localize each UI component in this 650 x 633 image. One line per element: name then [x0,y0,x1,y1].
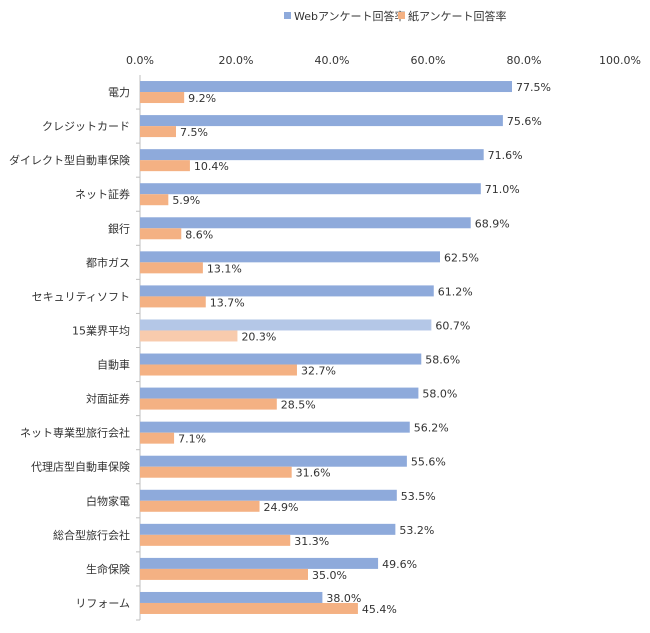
data-label-paper: 5.9% [172,194,200,207]
data-label-web: 71.0% [485,183,520,196]
legend-label-paper: 紙アンケート回答率 [408,9,507,23]
x-tick-label: 80.0% [507,54,542,67]
category-label: ネット証券 [75,187,130,201]
bar-web [140,183,481,195]
data-label-web: 58.0% [422,388,457,401]
data-label-web: 53.2% [399,524,434,537]
bar-web [140,591,323,603]
data-label-paper: 13.1% [207,262,242,275]
data-label-paper: 7.1% [178,433,206,446]
data-label-paper: 9.2% [188,92,216,105]
data-label-paper: 20.3% [241,330,276,343]
bar-web [140,489,397,501]
data-label-web: 58.6% [425,354,460,367]
data-label-paper: 10.4% [194,160,229,173]
data-label-paper: 24.9% [264,501,299,514]
data-label-paper: 28.5% [281,399,316,412]
bar-web [140,387,419,399]
bar-paper [140,296,206,308]
x-tick-label: 40.0% [315,54,350,67]
x-tick-label: 100.0% [599,54,641,67]
bar-web [140,81,512,93]
plot-area: 77.5% 9.2% 75.6% 7.5% 71.6% 10.4% 71.0% 5.9% 68.… [140,81,551,616]
data-label-web: 53.5% [401,490,436,503]
bar-web [140,217,471,229]
bar-paper [140,194,169,206]
legend: Webアンケート回答率 紙アンケート回答率 [284,9,507,23]
bar-paper [140,398,277,410]
x-tick-label: 0.0% [126,54,154,67]
bar-paper [140,92,185,104]
bar-paper [140,160,190,172]
data-label-web: 61.2% [438,285,473,298]
bar-web [140,115,503,127]
category-label: 総合型旅行会社 [53,528,130,542]
category-label: セキュリティソフト [32,290,130,303]
category-label: ネット専業型旅行会社 [20,426,130,440]
bar-web [140,319,432,331]
data-label-web: 55.6% [411,456,446,469]
bar-paper [140,568,308,580]
x-axis: 0.0% 20.0% 40.0% 60.0% 80.0% 100.0% 電力クレジットカード… [9,54,641,621]
bar-paper [140,126,176,138]
category-label: 代理店型自動車保険 [31,460,130,474]
legend-swatch-web [284,12,291,19]
category-label: 銀行 [108,221,130,235]
category-label: 自動車 [97,358,130,372]
bar-web [140,353,422,365]
category-label: 白物家電 [86,494,130,508]
category-label: ダイレクト型自動車保険 [9,153,130,167]
bar-web [140,523,396,535]
bar-paper [140,534,291,546]
legend-swatch-paper [398,12,405,19]
bar-paper [140,500,260,512]
data-label-web: 56.2% [414,422,449,435]
data-label-web: 68.9% [475,217,510,230]
data-label-web: 38.0% [326,592,361,605]
data-label-paper: 45.4% [362,603,397,616]
data-label-paper: 7.5% [180,126,208,139]
data-label-web: 62.5% [444,251,479,264]
bar-web [140,285,434,297]
legend-label-web: Webアンケート回答率 [294,9,406,23]
category-label: 電力 [108,86,130,99]
data-label-paper: 31.3% [294,535,329,548]
bar-paper [140,432,175,444]
data-label-paper: 32.7% [301,365,336,378]
bar-paper [140,262,203,274]
data-label-web: 60.7% [435,319,470,332]
category-label: 15業界平均 [72,324,130,337]
data-label-web: 49.6% [382,558,417,571]
category-label: 対面証券 [86,392,130,406]
data-label-web: 71.6% [488,149,523,162]
bar-paper [140,330,238,342]
bar-paper [140,466,292,478]
data-label-paper: 13.7% [210,296,245,309]
data-label-web: 77.5% [516,81,551,94]
data-label-web: 75.6% [507,115,542,128]
data-label-paper: 35.0% [312,569,347,582]
bar-web [140,557,379,569]
bar-paper [140,228,182,240]
category-label: クレジットカード [42,120,130,133]
data-label-paper: 31.6% [296,467,331,480]
bar-web [140,455,407,467]
x-tick-label: 20.0% [219,54,254,67]
category-label: リフォーム [75,597,130,610]
bar-web [140,149,484,161]
bar-web [140,251,440,263]
bar-web [140,421,410,433]
category-label: 都市ガス [86,255,130,269]
category-label: 生命保険 [86,562,130,576]
data-label-paper: 8.6% [185,228,213,241]
bar-paper [140,364,297,376]
bar-paper [140,602,358,614]
x-tick-label: 60.0% [411,54,446,67]
